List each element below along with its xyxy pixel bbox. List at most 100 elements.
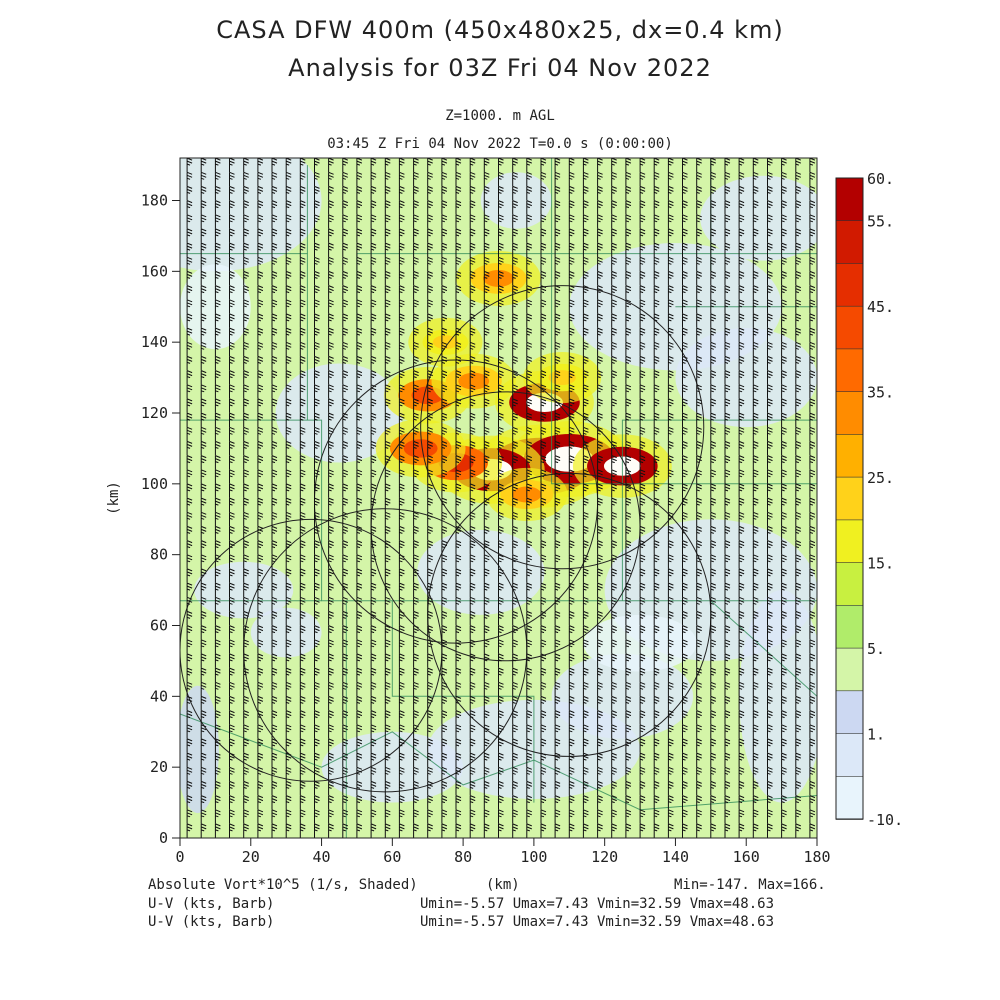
wind-barb <box>186 483 193 498</box>
wind-barb <box>568 809 575 824</box>
wind-barb <box>285 738 292 753</box>
wind-barb <box>526 370 532 385</box>
wind-barb <box>667 200 674 215</box>
wind-barb <box>271 256 278 272</box>
wind-barb <box>738 455 745 470</box>
wind-barb <box>271 823 278 838</box>
wind-barb <box>752 412 759 428</box>
wind-barb <box>639 582 646 598</box>
wind-barb <box>314 214 320 229</box>
wind-barb <box>243 795 249 810</box>
wind-barb <box>582 681 589 697</box>
wind-barb <box>469 469 476 484</box>
wind-barb <box>653 270 660 286</box>
wind-barb <box>413 681 419 697</box>
wind-barb <box>413 242 419 258</box>
wind-barb <box>441 610 448 626</box>
wind-barb <box>554 483 561 498</box>
wind-barb <box>384 412 391 428</box>
wind-barb <box>512 469 518 484</box>
wind-barb <box>498 724 504 739</box>
wind-barb <box>682 525 688 541</box>
y-tick-label: 60 <box>150 617 168 635</box>
wind-barb <box>328 285 334 300</box>
wind-barb <box>625 214 632 229</box>
wind-barb <box>696 795 702 810</box>
wind-barb <box>498 214 504 229</box>
wind-barb <box>667 440 674 456</box>
wind-barb <box>795 285 801 300</box>
wind-barb <box>795 639 801 654</box>
wind-barb <box>483 185 490 201</box>
wind-barb <box>611 653 617 668</box>
wind-barb <box>597 568 603 583</box>
wind-barb <box>611 228 617 243</box>
wind-barb <box>285 780 292 796</box>
wind-barb <box>469 440 476 456</box>
wind-barb <box>285 341 292 357</box>
wind-barb <box>200 214 207 229</box>
wind-barb <box>512 370 518 385</box>
wind-barb <box>710 724 716 739</box>
wind-barb <box>271 483 278 498</box>
wind-barb <box>271 639 278 654</box>
wind-barb <box>498 738 504 753</box>
wind-barb <box>639 270 646 286</box>
wind-barb <box>229 455 235 470</box>
wind-barb <box>696 228 702 243</box>
wind-barb <box>413 780 419 796</box>
wind-barb <box>229 299 235 314</box>
wind-barb <box>667 809 674 824</box>
wind-barb <box>427 285 433 300</box>
wind-barb <box>299 483 306 498</box>
wind-barb <box>498 667 504 683</box>
wind-barb <box>200 469 207 484</box>
wind-barb <box>186 455 193 470</box>
wind-barb <box>214 596 221 612</box>
wind-barb <box>809 214 816 229</box>
colorbar-swatch <box>835 177 864 222</box>
wind-barb <box>314 256 320 272</box>
wind-barb <box>356 256 363 272</box>
wind-barb <box>455 554 462 569</box>
wind-barb <box>299 341 306 357</box>
wind-barb <box>384 625 391 640</box>
wind-barb <box>512 440 518 456</box>
wind-barb <box>342 384 348 399</box>
wind-barb <box>526 285 532 300</box>
wind-barb <box>328 455 334 470</box>
wind-barb <box>398 568 405 583</box>
wind-barb <box>398 214 405 229</box>
wind-barb <box>328 185 334 201</box>
wind-barb <box>455 228 462 243</box>
wind-barb <box>299 171 306 187</box>
wind-barb <box>809 568 816 583</box>
wind-barb <box>441 625 448 640</box>
wind-barb <box>724 158 731 173</box>
wind-barb <box>469 738 476 753</box>
wind-barb <box>257 483 264 498</box>
wind-barb <box>229 370 235 385</box>
wind-barb <box>257 710 264 725</box>
wind-barb <box>498 384 504 399</box>
wind-barb <box>285 256 292 272</box>
wind-barb <box>455 299 462 314</box>
wind-barb <box>498 596 504 612</box>
wind-barb <box>243 185 249 201</box>
wind-barb <box>370 610 377 626</box>
wind-barb <box>229 738 235 753</box>
wind-barb <box>540 370 547 385</box>
wind-barb <box>540 412 547 428</box>
wind-barb <box>299 313 306 328</box>
wind-barb <box>483 270 490 286</box>
wind-barb <box>384 185 391 201</box>
wind-barb <box>710 185 716 201</box>
wind-barb <box>710 525 716 541</box>
wind-barb <box>413 625 419 640</box>
wind-barb <box>582 483 589 498</box>
wind-barb <box>370 285 377 300</box>
wind-barb <box>186 228 193 243</box>
wind-barb <box>554 355 561 371</box>
wind-barb <box>696 710 702 725</box>
wind-barb <box>299 511 306 527</box>
